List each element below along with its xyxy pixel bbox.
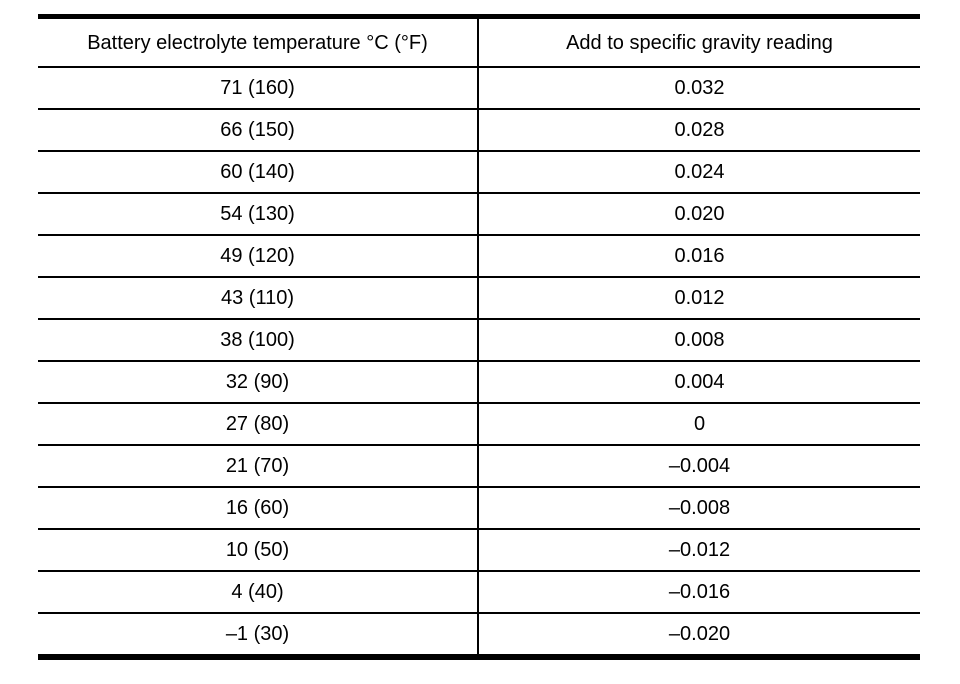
gravity-correction-cell: 0.016 — [478, 235, 920, 278]
temperature-cell: 27 (80) — [38, 403, 479, 446]
temperature-column-header: Battery electrolyte temperature °C (°F) — [38, 16, 479, 68]
gravity-correction-cell: –0.004 — [478, 445, 920, 488]
temperature-cell: –1 (30) — [38, 613, 479, 658]
gravity-correction-cell: 0.028 — [478, 109, 920, 152]
temperature-cell: 43 (110) — [38, 277, 479, 320]
gravity-correction-cell: 0 — [478, 403, 920, 446]
table-row: 66 (150) 0.028 — [38, 109, 920, 152]
temperature-cell: 32 (90) — [38, 361, 479, 404]
table-row: 54 (130) 0.020 — [38, 193, 920, 236]
gravity-correction-cell: 0.020 — [478, 193, 920, 236]
table-row: 49 (120) 0.016 — [38, 235, 920, 278]
header-row: Battery electrolyte temperature °C (°F) … — [38, 16, 920, 68]
gravity-correction-cell: 0.012 — [478, 277, 920, 320]
table-row: 10 (50) –0.012 — [38, 529, 920, 572]
gravity-correction-cell: –0.020 — [478, 613, 920, 658]
table-row: 21 (70) –0.004 — [38, 445, 920, 488]
table-row: 16 (60) –0.008 — [38, 487, 920, 530]
table-row: 71 (160) 0.032 — [38, 67, 920, 110]
gravity-correction-cell: 0.032 — [478, 67, 920, 110]
table-row: –1 (30) –0.020 — [38, 613, 920, 658]
temperature-cell: 49 (120) — [38, 235, 479, 278]
temperature-cell: 38 (100) — [38, 319, 479, 362]
temperature-cell: 21 (70) — [38, 445, 479, 488]
table-body: 71 (160) 0.032 66 (150) 0.028 60 (140) 0.024 5… — [38, 67, 920, 658]
gravity-correction-cell: 0.004 — [478, 361, 920, 404]
table-row: 38 (100) 0.008 — [38, 319, 920, 362]
temperature-cell: 4 (40) — [38, 571, 479, 614]
table-header: Battery electrolyte temperature °C (°F) … — [38, 16, 920, 68]
gravity-correction-cell: –0.012 — [478, 529, 920, 572]
battery-electrolyte-correction-table: Battery electrolyte temperature °C (°F) … — [38, 14, 920, 660]
temperature-cell: 54 (130) — [38, 193, 479, 236]
gravity-correction-column-header: Add to specific gravity reading — [478, 16, 920, 68]
temperature-cell: 10 (50) — [38, 529, 479, 572]
table-row: 32 (90) 0.004 — [38, 361, 920, 404]
temperature-cell: 16 (60) — [38, 487, 479, 530]
table-row: 4 (40) –0.016 — [38, 571, 920, 614]
table-row: 27 (80) 0 — [38, 403, 920, 446]
gravity-correction-cell: –0.016 — [478, 571, 920, 614]
gravity-correction-cell: 0.008 — [478, 319, 920, 362]
table-row: 60 (140) 0.024 — [38, 151, 920, 194]
temperature-cell: 66 (150) — [38, 109, 479, 152]
gravity-correction-cell: 0.024 — [478, 151, 920, 194]
temperature-cell: 71 (160) — [38, 67, 479, 110]
gravity-correction-cell: –0.008 — [478, 487, 920, 530]
temperature-cell: 60 (140) — [38, 151, 479, 194]
table-row: 43 (110) 0.012 — [38, 277, 920, 320]
